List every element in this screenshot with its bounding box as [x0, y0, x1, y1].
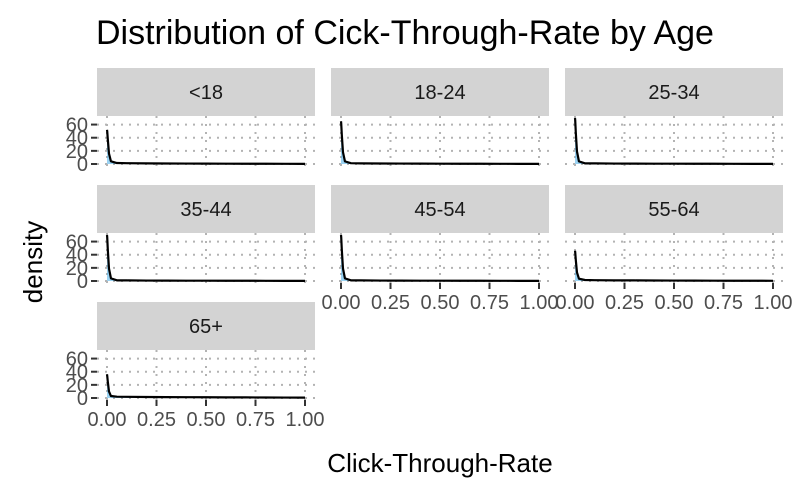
y-tick-label: 60	[66, 115, 88, 137]
y-tick-label: 20	[66, 141, 88, 163]
facet-label: 18-24	[414, 82, 465, 104]
density-line	[105, 129, 306, 165]
x-tick-label: 0.00	[88, 409, 127, 431]
x-tick-label: 0.25	[371, 292, 410, 314]
density-area	[107, 129, 305, 164]
y-tick-label: 60	[66, 349, 88, 371]
y-tick-label: 0	[77, 154, 88, 176]
facet-panel: 25-34	[565, 68, 783, 166]
x-tick-label: 0.75	[470, 292, 509, 314]
facet-label: 25-34	[648, 82, 699, 104]
facet-panels: <18 18-24 25-34 35-44 45-54 55-64 65+	[97, 68, 783, 400]
x-tick-label: 0.50	[421, 292, 460, 314]
facet-panel: 45-54	[331, 185, 549, 283]
y-axis-title: density	[18, 221, 48, 303]
facet-strip	[97, 302, 315, 350]
facet-label: 55-64	[648, 199, 699, 221]
chart-title: Distribution of Cick-Through-Rate by Age	[96, 14, 714, 52]
facet-strip	[97, 68, 315, 116]
density-line	[339, 121, 540, 165]
facet-strip	[97, 185, 315, 233]
x-tick-label: 1.00	[286, 409, 325, 431]
y-tick-label: 40	[66, 128, 88, 150]
x-tick-label: 0.75	[236, 409, 275, 431]
x-tick-label: 0.25	[137, 409, 176, 431]
facet-label: 45-54	[414, 199, 465, 221]
density-line	[339, 234, 540, 282]
y-tick-label: 20	[66, 258, 88, 280]
y-tick-label: 0	[77, 388, 88, 410]
facet-strip	[565, 68, 783, 116]
facet-strip	[331, 68, 549, 116]
density-line	[105, 234, 306, 282]
y-tick-label: 20	[66, 375, 88, 397]
density-area	[107, 374, 305, 398]
facet-label: <18	[189, 82, 223, 104]
density-line	[105, 374, 306, 399]
facet-strip	[331, 185, 549, 233]
density-line	[573, 250, 774, 282]
x-tick-label: 0.50	[187, 409, 226, 431]
y-tick-label: 0	[77, 271, 88, 293]
x-tick-label: 0.00	[556, 292, 595, 314]
density-line	[573, 117, 774, 165]
x-tick-label: 1.00	[754, 292, 793, 314]
facet-panel: 35-44	[97, 185, 315, 283]
y-tick-label: 40	[66, 362, 88, 384]
x-tick-label: 0.25	[605, 292, 644, 314]
facet-strip	[565, 185, 783, 233]
facet-panel: <18	[97, 68, 315, 166]
x-tick-label: 0.00	[322, 292, 361, 314]
x-tick-label: 1.00	[520, 292, 559, 314]
x-axis-title: Click-Through-Rate	[327, 448, 552, 478]
facet-panel: 18-24	[331, 68, 549, 166]
x-tick-label: 0.50	[655, 292, 694, 314]
x-tick-label: 0.75	[704, 292, 743, 314]
y-tick-label: 60	[66, 232, 88, 254]
facet-label: 65+	[189, 316, 223, 338]
facet-panel: 65+	[97, 302, 315, 400]
facet-panel: 55-64	[565, 185, 783, 283]
y-tick-label: 40	[66, 245, 88, 267]
facet-label: 35-44	[180, 199, 231, 221]
